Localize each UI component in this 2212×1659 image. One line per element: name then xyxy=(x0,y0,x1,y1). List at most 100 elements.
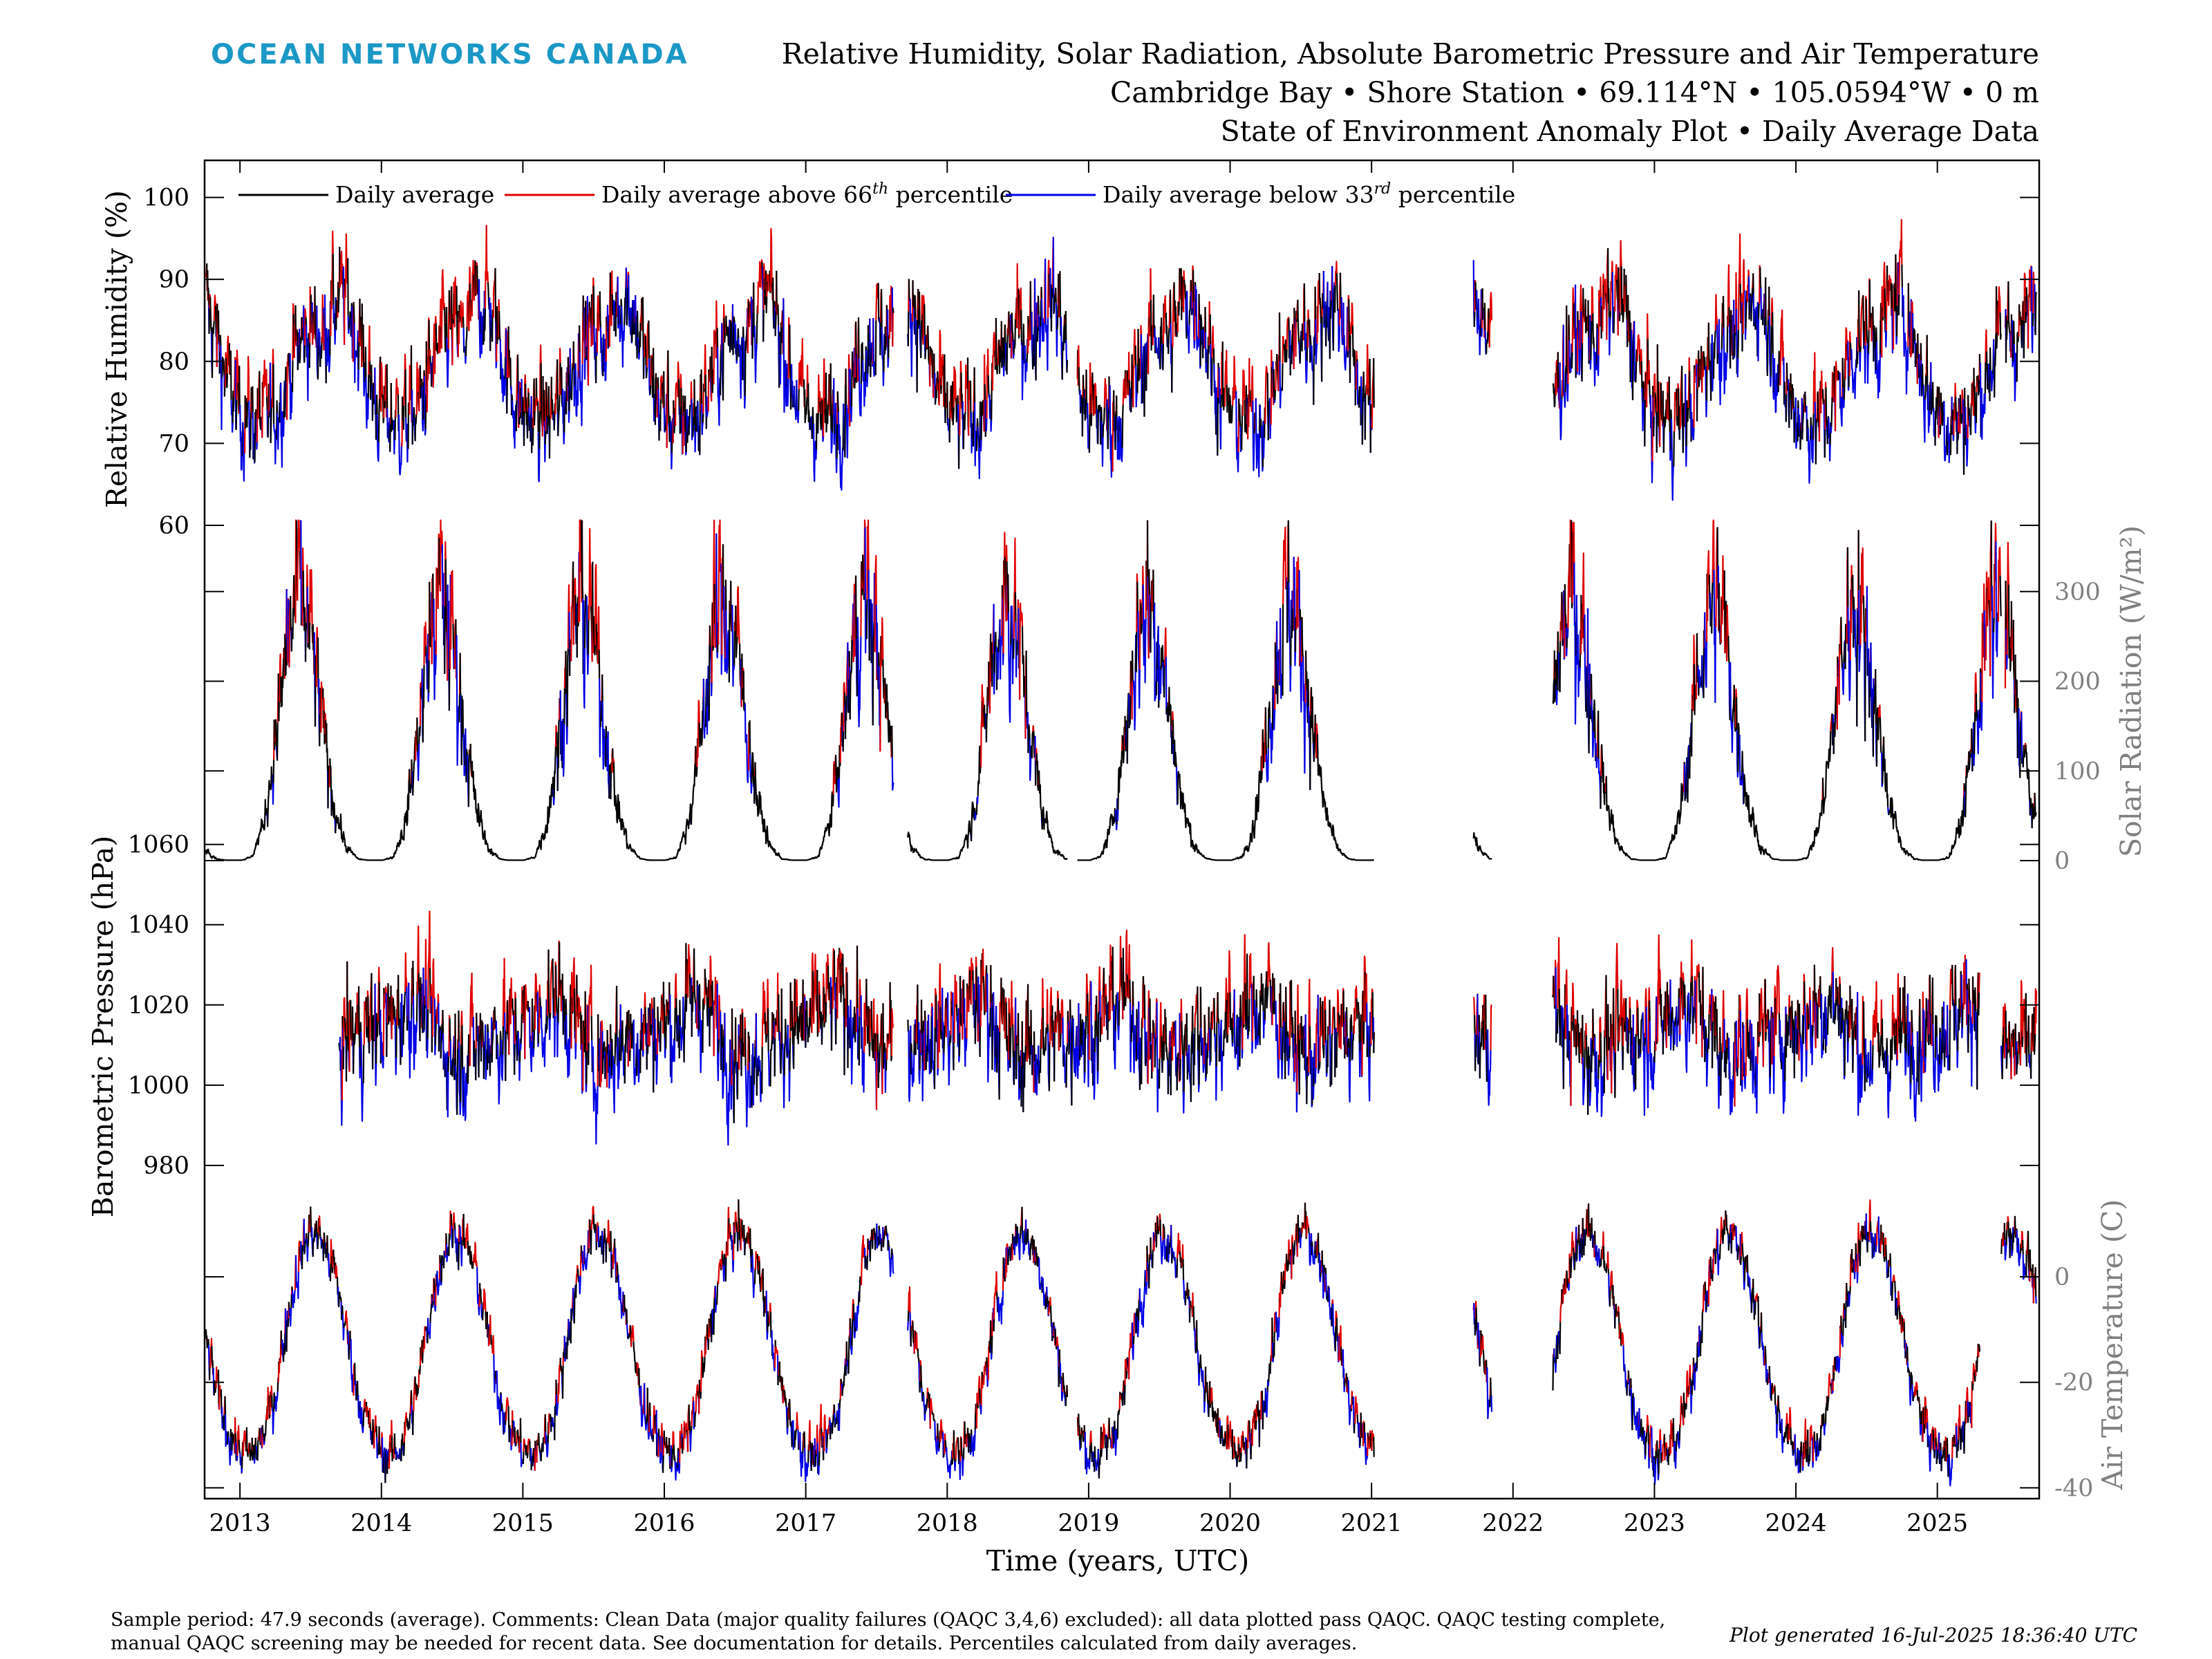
series-line-humidity-average xyxy=(1642,381,1645,402)
series-line-humidity-average xyxy=(1644,400,1646,447)
series-line-pressure-average xyxy=(789,1038,791,1071)
series-line-humidity-average xyxy=(1865,299,1868,344)
series-line-humidity-above xyxy=(1888,274,1891,306)
series-line-pressure-above xyxy=(1147,990,1150,1084)
series-line-humidity-average xyxy=(772,277,774,317)
series-line-pressure-average xyxy=(601,1041,606,1074)
series-line-pressure-average xyxy=(1094,1020,1096,1053)
series-line-humidity-average xyxy=(544,431,547,444)
series-line-pressure-average xyxy=(1266,971,1269,1009)
series-line-humidity-average xyxy=(1056,305,1059,330)
series-line-humidity-average xyxy=(615,292,618,337)
series-line-humidity-above xyxy=(271,348,274,408)
series-line-humidity-average xyxy=(1810,417,1812,440)
series-line-solar-below xyxy=(462,733,466,777)
series-line-pressure-average xyxy=(1306,1056,1309,1105)
series-line-pressure-average xyxy=(1290,980,1293,1038)
series-line-humidity-average xyxy=(1897,294,1900,316)
series-line-pressure-above xyxy=(822,973,825,1015)
series-line-pressure-above xyxy=(534,973,538,1030)
series-line-pressure-average xyxy=(805,1009,807,1048)
series-line-pressure-above xyxy=(1978,973,1980,993)
series-line-humidity-below xyxy=(1562,324,1566,409)
series-line-pressure-below xyxy=(947,992,950,1086)
series-line-humidity-average xyxy=(1995,286,1998,349)
series-line-pressure-below xyxy=(1751,1024,1754,1094)
series-line-pressure-above xyxy=(2034,988,2037,1035)
series-line-pressure-average xyxy=(818,994,823,1029)
series-line-solar-above xyxy=(1987,577,1990,627)
series-line-pressure-above xyxy=(934,988,937,1028)
series-line-humidity-average xyxy=(557,395,561,436)
series-line-humidity-above xyxy=(1211,326,1215,358)
series-line-humidity-average xyxy=(1696,385,1699,422)
series-line-solar-below xyxy=(999,619,1003,680)
series-line-pressure-below xyxy=(1325,1040,1328,1078)
series-line-solar-average xyxy=(1741,751,1744,780)
series-line-humidity-below xyxy=(1979,363,1983,438)
series-line-pressure-average xyxy=(1899,987,1903,1053)
series-line-pressure-average xyxy=(372,1014,375,1069)
series-line-pressure-average xyxy=(959,975,963,1027)
series-line-pressure-below xyxy=(669,994,672,1078)
series-line-pressure-below xyxy=(374,983,377,1087)
series-line-temperature-average xyxy=(256,1436,260,1461)
series-line-humidity-above xyxy=(497,299,500,337)
series-line-pressure-below xyxy=(1932,1024,1936,1094)
series-line-humidity-below xyxy=(1723,327,1728,395)
series-line-pressure-average xyxy=(549,1013,552,1019)
series-line-pressure-below xyxy=(360,1031,364,1122)
series-line-solar-above xyxy=(1983,583,1985,657)
series-line-temperature-above xyxy=(209,1338,213,1369)
series-line-solar-average xyxy=(1076,807,1117,861)
series-line-pressure-average xyxy=(1603,1030,1606,1094)
series-line-pressure-above xyxy=(813,953,817,1024)
series-line-pressure-below xyxy=(485,1024,487,1080)
series-line-pressure-average xyxy=(565,998,568,1046)
series-line-pressure-average xyxy=(1179,1058,1181,1081)
series-line-humidity-above xyxy=(1759,265,1761,304)
series-line-humidity-average xyxy=(1862,295,1864,332)
series-line-pressure-below xyxy=(1588,1069,1592,1107)
series-line-pressure-above xyxy=(1060,999,1064,1033)
series-line-humidity-above xyxy=(518,382,522,418)
series-line-pressure-below xyxy=(1250,984,1254,1054)
series-line-humidity-average xyxy=(368,361,372,400)
series-line-temperature-average xyxy=(229,1428,232,1451)
series-line-humidity-average xyxy=(1351,325,1356,370)
series-line-humidity-below xyxy=(1810,425,1815,464)
series-line-humidity-average xyxy=(208,308,211,335)
series-line-humidity-average xyxy=(879,322,882,356)
series-line-humidity-below xyxy=(782,298,786,413)
series-line-pressure-average xyxy=(1718,1051,1721,1076)
series-line-solar-above xyxy=(843,682,845,732)
series-line-solar-below xyxy=(2005,629,2008,670)
series-line-humidity-above xyxy=(536,397,539,406)
series-line-pressure-above xyxy=(709,955,712,1007)
series-line-solar-average xyxy=(753,776,756,804)
series-line-pressure-below xyxy=(1080,1043,1082,1058)
series-line-humidity-above xyxy=(209,294,212,309)
series-line-humidity-average xyxy=(825,372,829,433)
series-line-pressure-average xyxy=(1665,991,1667,1033)
series-line-humidity-below xyxy=(1839,396,1844,427)
series-line-pressure-above xyxy=(383,986,387,1009)
series-line-humidity-average xyxy=(649,385,652,395)
series-line-humidity-below xyxy=(1943,400,1947,462)
series-line-pressure-average xyxy=(1966,983,1969,991)
series-line-solar-average xyxy=(1888,796,1965,861)
series-line-humidity-below xyxy=(1021,342,1024,401)
series-line-pressure-average xyxy=(1282,1026,1284,1061)
series-line-temperature-above xyxy=(269,1391,272,1415)
series-line-humidity-above xyxy=(1183,270,1185,312)
series-line-solar-average xyxy=(409,769,413,794)
series-line-solar-average xyxy=(1022,655,1026,698)
series-line-pressure-below xyxy=(1945,1031,1948,1058)
series-line-solar-average xyxy=(467,749,471,807)
series-line-pressure-above xyxy=(1004,997,1007,1039)
series-line-pressure-average xyxy=(1582,1015,1584,1058)
series-line-pressure-below xyxy=(1595,1051,1600,1113)
series-line-humidity-average xyxy=(874,320,877,375)
series-line-humidity-average xyxy=(1295,310,1298,322)
series-line-humidity-below xyxy=(1794,397,1798,449)
